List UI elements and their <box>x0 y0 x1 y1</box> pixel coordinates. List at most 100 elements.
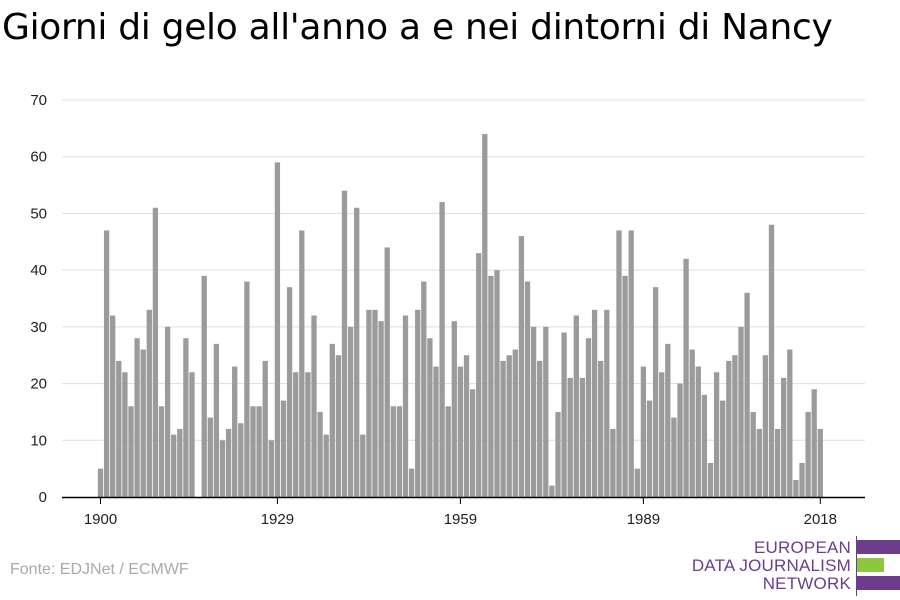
x-tick-label: 1929 <box>261 511 294 528</box>
y-tick-label: 50 <box>30 205 47 222</box>
bar-1938 <box>329 343 335 497</box>
bar-1914 <box>183 338 189 497</box>
bar-1957 <box>445 406 451 497</box>
bar-1911 <box>164 326 171 497</box>
bar-1936 <box>317 411 323 497</box>
bar-1993 <box>665 343 671 497</box>
y-tick-labels: 0 10 20 30 40 50 60 70 <box>30 92 47 506</box>
bar-1991 <box>652 287 659 497</box>
bar-1986 <box>622 275 628 497</box>
x-tick-label: 1900 <box>84 511 117 528</box>
logo-text-network: NETWORK <box>762 574 851 593</box>
bar-1902 <box>110 315 116 497</box>
bar-1983 <box>604 309 610 497</box>
bar-1942 <box>354 207 360 497</box>
bar-1958 <box>451 321 457 497</box>
bar-1941 <box>347 326 354 497</box>
bar-1959 <box>457 366 464 497</box>
bar-1949 <box>396 406 403 497</box>
bar-1994 <box>671 417 677 497</box>
bar-1961 <box>469 389 476 497</box>
bar-1981 <box>591 309 598 497</box>
bar-1924 <box>244 281 250 497</box>
bar-1933 <box>299 230 305 497</box>
bar-1909 <box>152 207 159 497</box>
bar-1932 <box>293 372 299 497</box>
x-tick-label: 1959 <box>444 511 477 528</box>
bar-1999 <box>701 394 708 497</box>
bar-1997 <box>689 349 695 497</box>
bar-1925 <box>250 406 256 497</box>
bar-1998 <box>695 366 701 497</box>
bar-1944 <box>366 309 372 497</box>
bar-2010 <box>768 224 775 497</box>
bar-1900 <box>97 468 104 497</box>
y-tick-label: 0 <box>39 489 47 506</box>
bar-2001 <box>713 372 720 497</box>
bar-1952 <box>415 309 421 497</box>
bar-1956 <box>439 202 445 498</box>
edjnet-logo[interactable]: EUROPEAN DATA JOURNALISM NETWORK <box>692 536 900 596</box>
bar-1973 <box>543 326 549 497</box>
bar-1996 <box>683 258 689 497</box>
bar-1906 <box>134 338 140 497</box>
bar-2003 <box>726 360 732 497</box>
logo-bar-green <box>857 558 884 572</box>
bar-1934 <box>305 372 311 497</box>
bar-1975 <box>555 411 561 497</box>
bar-1989 <box>640 366 647 497</box>
bar-1930 <box>280 400 287 497</box>
x-tick-label: 1989 <box>627 511 660 528</box>
bar-2013 <box>787 349 793 497</box>
bar-1937 <box>323 434 329 497</box>
bar-1977 <box>567 377 573 497</box>
x-tick-label: 2018 <box>804 511 837 528</box>
bar-1974 <box>549 485 555 497</box>
source-note: Fonte: EDJNet / ECMWF <box>10 561 189 578</box>
y-tick-label: 30 <box>30 319 47 336</box>
bar-1948 <box>390 406 396 497</box>
bar-2006 <box>744 292 750 497</box>
bar-1923 <box>238 423 244 497</box>
bar-2016 <box>805 411 811 497</box>
bar-2018 <box>817 428 823 497</box>
y-tick-label: 60 <box>30 149 47 166</box>
logo-text-data-journalism: DATA JOURNALISM <box>691 556 851 575</box>
bar-1965 <box>494 270 500 497</box>
bar-2015 <box>799 462 805 497</box>
bar-1976 <box>561 332 567 497</box>
logo-separator <box>856 536 857 596</box>
bar-1939 <box>335 355 342 497</box>
bar-1920 <box>219 440 226 497</box>
bar-2009 <box>762 355 769 497</box>
bar-2011 <box>774 428 781 497</box>
bar-1918 <box>207 417 213 497</box>
logo-text-european: EUROPEAN <box>753 538 851 557</box>
bar-1954 <box>427 338 433 497</box>
bar-1943 <box>360 434 366 497</box>
bar-1964 <box>488 275 494 497</box>
bar-1979 <box>579 377 586 497</box>
bar-1967 <box>506 355 512 497</box>
x-ticks: 1900 1929 1959 1989 2018 <box>84 497 837 528</box>
bar-1929 <box>274 162 281 497</box>
bar-1963 <box>482 134 488 497</box>
bar-2007 <box>750 411 756 497</box>
bar-1966 <box>500 360 506 497</box>
bar-1972 <box>537 360 543 497</box>
bar-1951 <box>408 468 415 497</box>
bar-1969 <box>518 236 525 497</box>
bar-1988 <box>634 468 640 497</box>
bar-1913 <box>177 428 183 497</box>
bar-1917 <box>201 275 207 497</box>
bar-1982 <box>598 360 604 497</box>
bar-1915 <box>189 372 195 497</box>
bar-1905 <box>128 406 134 497</box>
y-tick-label: 70 <box>30 92 47 109</box>
bar-1901 <box>103 230 110 497</box>
bar-1962 <box>476 253 482 497</box>
bar-2017 <box>811 389 817 497</box>
bar-1904 <box>122 372 128 497</box>
bar-1960 <box>463 355 470 497</box>
